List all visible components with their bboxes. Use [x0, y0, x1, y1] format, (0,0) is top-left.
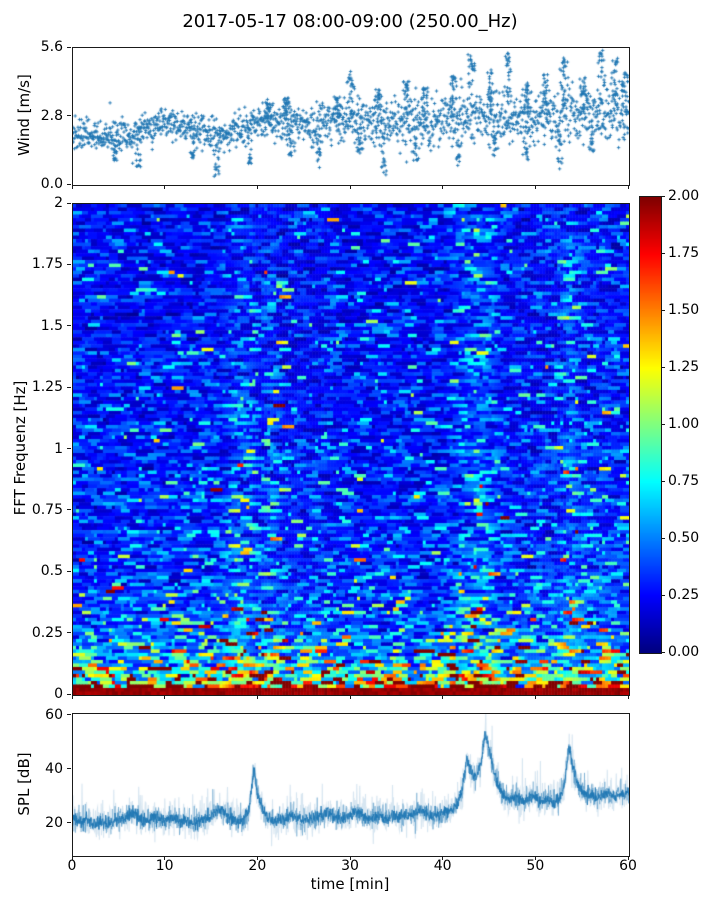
- spl-ytick-label: 20: [45, 814, 63, 831]
- spec-ytick-label: 0.5: [40, 563, 63, 580]
- spl-xtick: [71, 856, 73, 860]
- colorbar-tick: [661, 195, 665, 197]
- spec-ytick-label: 0: [54, 686, 63, 702]
- spl-xtick: [627, 856, 629, 860]
- wind-ytick-label: 5.6: [40, 39, 63, 55]
- colorbar-tick: [661, 423, 665, 425]
- figure-title: 2017-05-17 08:00-09:00 (250.00_Hz): [182, 11, 518, 32]
- spec-ytick: [67, 693, 71, 695]
- spec-xtick: [349, 695, 351, 699]
- colorbar-tick-label: 1.00: [668, 416, 700, 432]
- spl-ytick-label: 40: [45, 760, 63, 777]
- spl-ytick-label: 60: [45, 706, 63, 723]
- spec-ytick: [67, 325, 71, 327]
- spec-xtick: [534, 695, 536, 699]
- colorbar-tick: [661, 537, 665, 539]
- colorbar-canvas: [640, 197, 661, 653]
- colorbar-tick-label: 1.25: [668, 359, 700, 375]
- wind-xtick: [627, 185, 629, 189]
- spec-ytick: [67, 570, 71, 572]
- wind-ytick: [67, 46, 71, 48]
- spec-ytick-label: 0.75: [31, 501, 63, 518]
- colorbar-tick-label: 1.75: [668, 245, 700, 261]
- spec-ytick: [67, 263, 71, 265]
- spec-ytick-label: 2: [54, 195, 63, 211]
- spec-xtick: [442, 695, 444, 699]
- wind-xtick: [349, 185, 351, 189]
- wind-xtick: [534, 185, 536, 189]
- wind-ytick: [67, 115, 71, 116]
- spec-xtick: [71, 695, 73, 699]
- wind-xtick: [442, 185, 444, 189]
- colorbar-tick-label: 1.50: [668, 302, 700, 318]
- wind-panel: [72, 47, 630, 186]
- spl-xtick: [534, 856, 536, 860]
- colorbar-tick-label: 0.25: [668, 587, 700, 603]
- wind-xtick: [71, 185, 73, 189]
- wind-xtick: [256, 185, 258, 189]
- spectrogram-panel: [72, 203, 630, 696]
- spl-ytick: [67, 768, 71, 770]
- spl-line-canvas: [73, 714, 629, 856]
- wind-xtick: [164, 185, 166, 189]
- wind-ytick-label: 2.8: [40, 107, 63, 124]
- spec-ytick-label: 1.75: [31, 256, 63, 273]
- spec-ytick: [67, 448, 71, 449]
- spl-xtick-label: 50: [526, 858, 545, 874]
- spl-xtick: [349, 856, 351, 860]
- spl-xtick-label: 30: [341, 858, 359, 874]
- colorbar-tick-label: 2.00: [668, 188, 700, 204]
- wind-ytick-label: 0.0: [40, 176, 63, 192]
- spec-ytick-label: 1: [54, 440, 63, 457]
- spec-xtick: [164, 695, 166, 699]
- wind-ytick: [67, 183, 71, 185]
- spec-ytick: [67, 509, 71, 511]
- spl-xtick: [442, 856, 444, 860]
- spl-xtick: [164, 856, 166, 860]
- spec-ytick-label: 0.25: [31, 624, 63, 641]
- colorbar-tick: [661, 366, 665, 368]
- time-xlabel: time [min]: [310, 875, 390, 893]
- spec-ytick: [67, 632, 71, 634]
- colorbar-tick-label: 0.00: [668, 644, 700, 660]
- wind-scatter-canvas: [73, 48, 629, 185]
- spl-xtick-label: 10: [155, 858, 174, 874]
- spl-panel: [72, 713, 630, 857]
- colorbar-panel: [639, 196, 662, 654]
- colorbar-tick: [661, 480, 665, 482]
- spl-xtick-label: 0: [67, 858, 77, 874]
- spec-ytick: [67, 202, 71, 204]
- spl-ytick: [67, 822, 71, 824]
- spec-xtick: [256, 695, 258, 699]
- spec-ytick-label: 1.5: [40, 317, 63, 334]
- colorbar-tick: [661, 309, 665, 311]
- spec-xtick: [627, 695, 629, 699]
- spl-xtick: [256, 856, 258, 860]
- spl-xtick-label: 40: [433, 858, 452, 874]
- colorbar-tick: [661, 594, 665, 596]
- colorbar-tick-label: 0.75: [668, 473, 700, 489]
- colorbar-tick: [661, 252, 665, 254]
- spec-ytick: [67, 386, 71, 388]
- spl-xtick-label: 20: [248, 858, 267, 874]
- spl-xtick-label: 60: [619, 858, 637, 874]
- spectrogram-canvas: [73, 204, 629, 695]
- spec-ytick-label: 1.25: [31, 379, 63, 396]
- colorbar-tick: [661, 651, 665, 653]
- spl-ytick: [67, 714, 71, 716]
- colorbar-tick-label: 0.50: [668, 530, 700, 546]
